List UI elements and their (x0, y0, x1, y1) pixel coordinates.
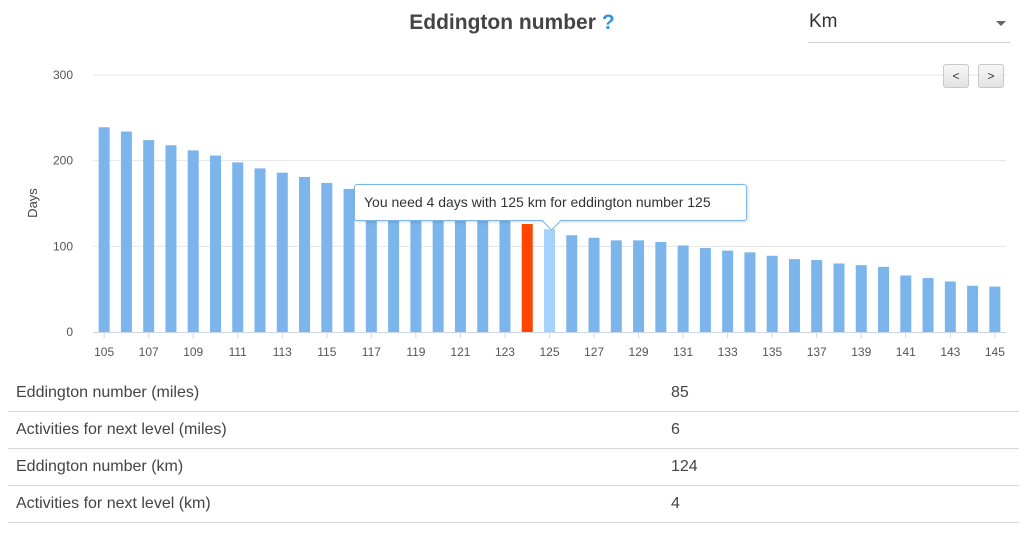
stat-value: 124 (663, 448, 1019, 486)
x-tick-label: 125 (539, 345, 559, 359)
bar[interactable] (677, 245, 689, 332)
x-tick-label: 115 (317, 345, 336, 359)
bar[interactable] (499, 220, 511, 332)
help-icon[interactable]: ? (601, 11, 615, 34)
bar[interactable] (944, 281, 956, 332)
bar[interactable] (811, 260, 823, 332)
x-tick-label: 113 (273, 345, 292, 359)
bar[interactable] (922, 278, 934, 332)
bar[interactable] (410, 209, 422, 332)
table-row: Activities for next level (miles) 6 (8, 411, 1019, 449)
bar[interactable] (232, 162, 244, 332)
x-tick-label: 133 (718, 345, 738, 359)
bar[interactable] (477, 216, 489, 332)
stat-label: Eddington number (miles) (8, 375, 663, 412)
bar[interactable] (566, 235, 578, 332)
bar[interactable] (343, 188, 355, 332)
unit-select[interactable]: Km (808, 10, 1010, 43)
bar[interactable] (699, 248, 711, 332)
y-tick-label: 100 (53, 239, 73, 253)
x-tick-label: 129 (629, 345, 649, 359)
bar[interactable] (209, 155, 221, 332)
bar-series (98, 127, 1001, 332)
bar[interactable] (454, 212, 466, 332)
chart-prev-button[interactable]: < (943, 64, 969, 88)
bar[interactable] (722, 250, 734, 332)
x-tick-label: 131 (673, 345, 693, 359)
x-tick-label: 117 (362, 345, 381, 359)
y-tick-label: 300 (53, 68, 73, 82)
stat-label: Activities for next level (km) (8, 485, 663, 523)
bar[interactable] (610, 240, 622, 332)
x-tick-label: 107 (139, 345, 159, 359)
bar[interactable] (365, 195, 377, 332)
x-tick-label: 137 (807, 345, 827, 359)
y-tick-label: 0 (66, 325, 73, 339)
page-title: Eddington number? (0, 11, 1024, 35)
x-tick-label: 139 (851, 345, 871, 359)
x-tick-label: 109 (183, 345, 203, 359)
bar[interactable] (766, 255, 778, 332)
bar[interactable] (633, 240, 645, 332)
bar[interactable] (967, 285, 979, 332)
bar[interactable] (833, 263, 845, 332)
y-axis-ticks: 0 100 200 300 (53, 68, 73, 339)
bar[interactable] (655, 242, 667, 332)
bar[interactable] (98, 127, 110, 332)
bar[interactable] (900, 275, 912, 332)
stat-label: Activities for next level (miles) (8, 411, 663, 449)
bar-hovered[interactable] (544, 229, 555, 332)
caret-down-icon (996, 21, 1006, 26)
unit-select-value: Km (809, 11, 838, 32)
x-tick-label: 141 (896, 345, 916, 359)
bar[interactable] (788, 259, 800, 332)
x-tick-label: 143 (940, 345, 960, 359)
bar[interactable] (878, 266, 890, 332)
y-axis-title: Days (25, 188, 40, 218)
x-tick-label: 111 (229, 345, 248, 359)
stat-value: 6 (663, 411, 1019, 449)
x-tick-label: 123 (495, 345, 515, 359)
bar[interactable] (989, 286, 1001, 332)
x-tick-label: 145 (985, 345, 1005, 359)
stat-value: 4 (663, 485, 1019, 523)
bar[interactable] (120, 131, 132, 332)
bar[interactable] (855, 265, 867, 332)
chart-tooltip: You need 4 days with 125 km for eddingto… (354, 184, 747, 221)
x-tick-label: 119 (406, 345, 425, 359)
bar[interactable] (299, 176, 311, 332)
y-tick-label: 200 (53, 154, 73, 168)
x-tick-label: 121 (450, 345, 470, 359)
bar[interactable] (588, 237, 600, 332)
bar[interactable] (254, 168, 266, 332)
bar[interactable] (321, 182, 333, 332)
table-row: Eddington number (miles) 85 (8, 375, 1019, 412)
bar-current-eddington[interactable] (521, 224, 533, 332)
stat-value: 85 (663, 375, 1019, 412)
table-row: Activities for next level (km) 4 (8, 485, 1019, 523)
bar[interactable] (165, 145, 177, 332)
page-title-text: Eddington number (409, 11, 596, 34)
x-tick-label: 105 (94, 345, 114, 359)
chart-next-button[interactable]: > (978, 64, 1004, 88)
eddington-chart: 0 100 200 300 105 107 109 111 113 115 117 119 121 12… (25, 68, 1006, 359)
bar[interactable] (187, 150, 199, 332)
bar[interactable] (388, 204, 400, 332)
stats-table: Eddington number (miles) 85 Activities f… (8, 375, 1019, 523)
table-row: Eddington number (km) 124 (8, 448, 1019, 486)
bar[interactable] (432, 212, 444, 332)
bar[interactable] (744, 252, 756, 332)
stat-label: Eddington number (km) (8, 448, 663, 486)
x-tick-label: 127 (584, 345, 604, 359)
x-tick-label: 135 (762, 345, 782, 359)
x-axis-ticks: 105 107 109 111 113 115 117 119 121 123 125 127 129 1… (94, 332, 1005, 359)
bar[interactable] (276, 172, 288, 332)
bar[interactable] (143, 140, 155, 332)
